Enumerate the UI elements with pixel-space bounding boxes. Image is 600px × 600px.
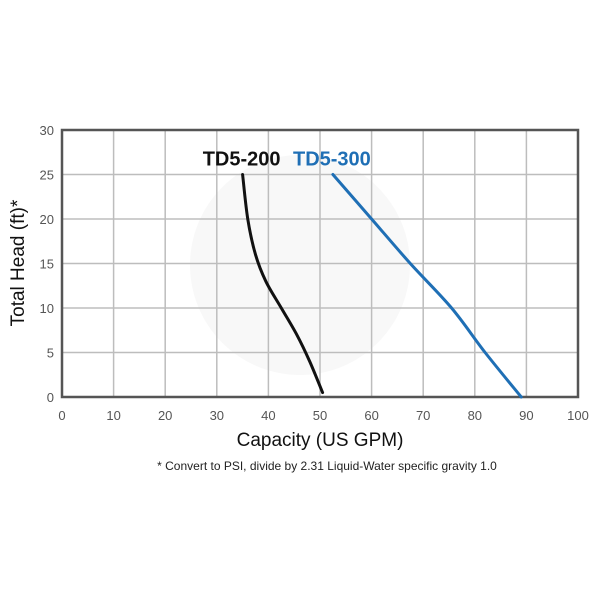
x-tick-label: 40 xyxy=(261,408,275,423)
x-tick-label: 50 xyxy=(313,408,327,423)
x-tick-label: 70 xyxy=(416,408,430,423)
y-tick-label: 20 xyxy=(40,212,54,227)
x-tick-label: 60 xyxy=(364,408,378,423)
x-tick-label: 80 xyxy=(468,408,482,423)
footnote: * Convert to PSI, divide by 2.31 Liquid-… xyxy=(157,459,497,473)
series-group: TD5-200 TD5-300 xyxy=(203,149,523,399)
y-tick-labels: 0 5 10 15 20 25 30 xyxy=(40,123,54,405)
y-tick-label: 10 xyxy=(40,301,54,316)
series-line-td5-300 xyxy=(331,173,523,399)
y-tick-label: 25 xyxy=(40,168,54,183)
x-tick-labels: 0 10 20 30 40 50 60 70 80 90 100 xyxy=(58,408,588,423)
x-tick-label: 30 xyxy=(210,408,224,423)
y-tick-label: 0 xyxy=(47,390,54,405)
y-tick-label: 15 xyxy=(40,257,54,272)
x-tick-label: 10 xyxy=(106,408,120,423)
series-label-td5-200: TD5-200 xyxy=(203,149,281,171)
y-tick-label: 5 xyxy=(47,346,54,361)
series-line-td5-200 xyxy=(241,173,325,395)
plot-frame xyxy=(60,128,580,399)
x-tick-label: 20 xyxy=(158,408,172,423)
x-tick-label: 0 xyxy=(58,408,65,423)
series-label-td5-300: TD5-300 xyxy=(293,149,371,171)
y-axis-label: Total Head (ft)* xyxy=(8,199,29,326)
grid xyxy=(62,130,578,397)
x-tick-label: 100 xyxy=(567,408,589,423)
x-tick-label: 90 xyxy=(519,408,533,423)
y-tick-label: 30 xyxy=(40,123,54,138)
x-axis-label: Capacity (US GPM) xyxy=(237,430,404,451)
